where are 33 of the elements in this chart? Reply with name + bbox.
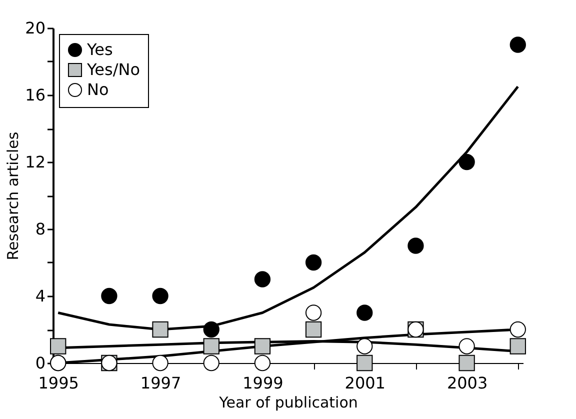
point [510,338,526,354]
x-tick-label: 1995 [38,374,79,392]
y-tick-label: 16 [25,86,46,104]
point [203,321,220,338]
point [203,338,220,354]
point [305,254,322,271]
y-tick-label: 8 [35,220,46,238]
point [152,288,168,304]
legend-label: No [87,80,109,99]
point [305,321,322,338]
x-tick-label: 2003 [446,374,488,392]
point [254,271,271,288]
x-axis-title: Year of publication [218,394,358,412]
x-tick-label: 1999 [242,374,284,392]
y-tick-label: 20 [25,18,46,38]
y-tick-label: 0 [35,354,46,372]
legend-label: Yes/No [86,60,140,79]
point [408,238,424,254]
legend-label: Yes [86,40,113,59]
x-tick-label: 1997 [140,374,182,392]
x-tick-label: 2001 [344,374,386,392]
point [50,338,66,354]
point [254,338,271,354]
y-tick-label: 12 [25,152,46,172]
point [356,304,373,321]
point [458,354,475,372]
y-tick-label: 4 [35,286,46,306]
point [152,321,168,338]
y-axis-title: Research articles [4,132,22,260]
point [101,288,118,304]
point [510,36,526,53]
point [458,154,475,170]
point [356,354,373,372]
